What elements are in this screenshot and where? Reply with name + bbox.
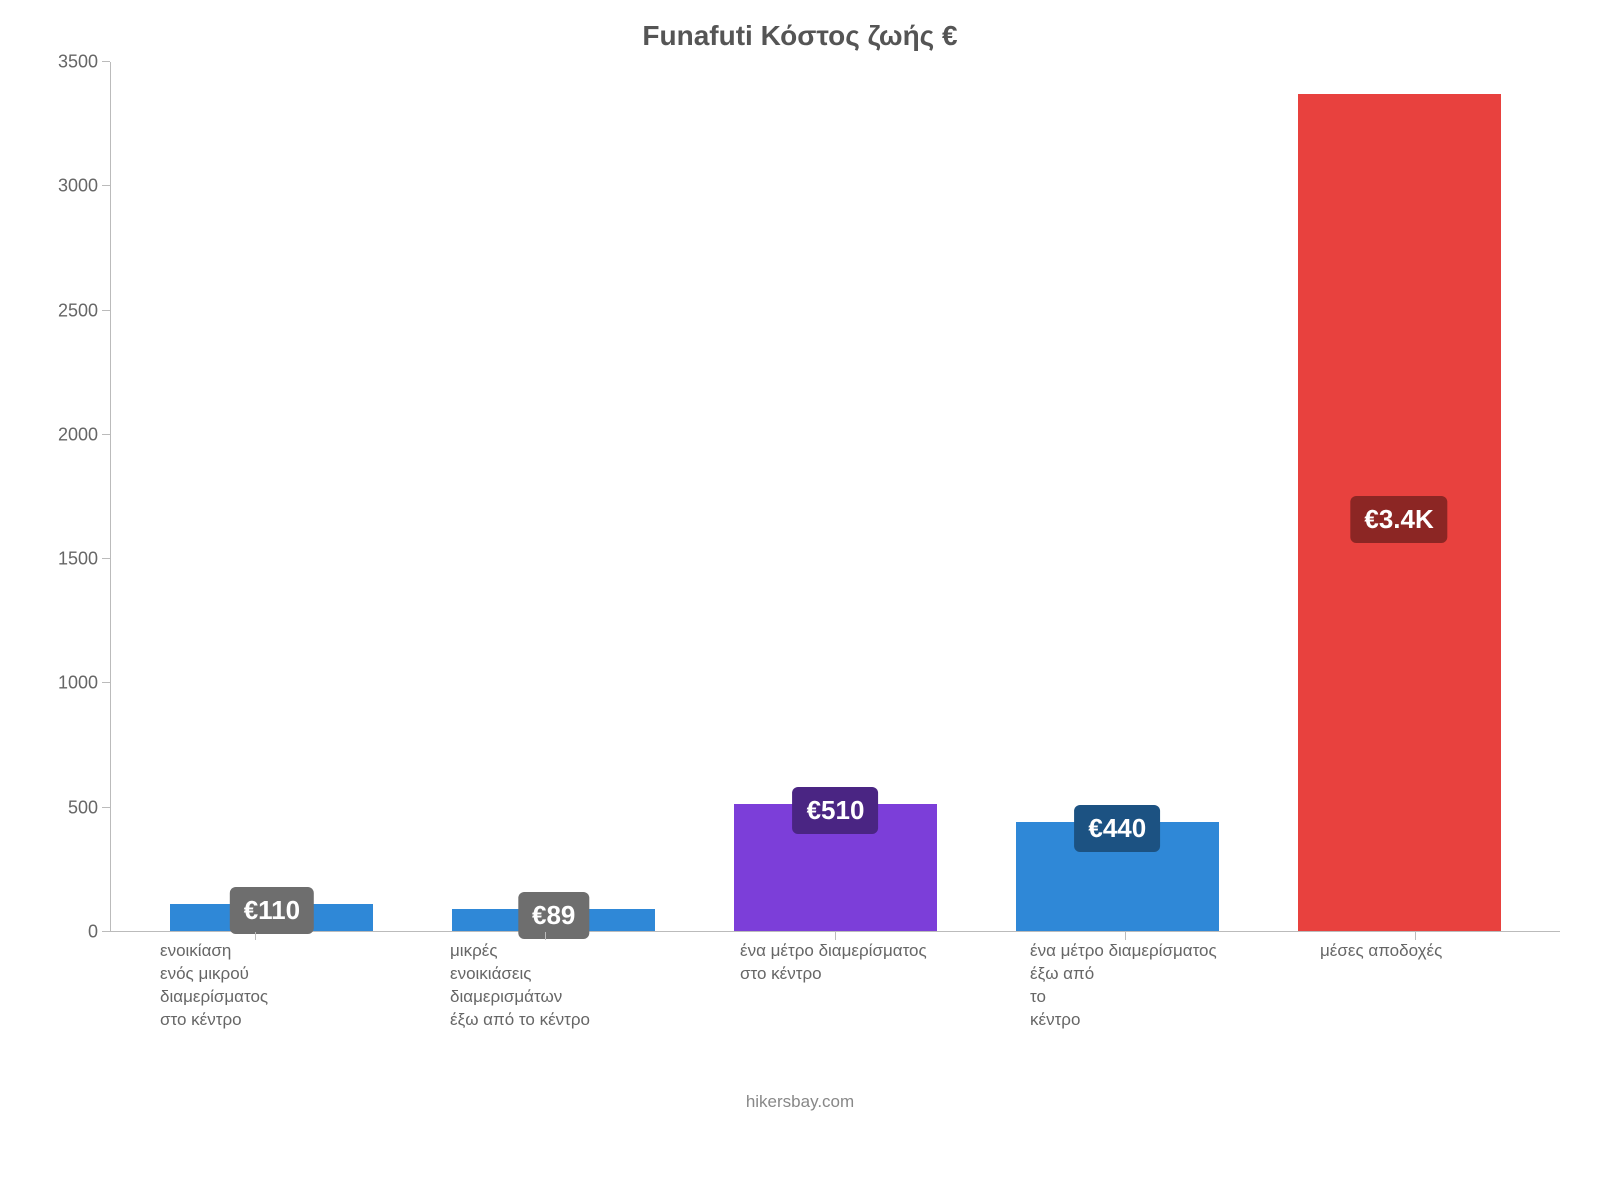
value-badge: €110	[230, 887, 314, 934]
x-tick-column: μικρέςενοικιάσειςδιαμερισμάτωνέξω από το…	[400, 940, 690, 1032]
bar-slot: €440	[976, 62, 1258, 931]
y-tick-mark	[102, 931, 110, 932]
y-tick-mark	[102, 807, 110, 808]
y-tick-label: 3500	[58, 52, 98, 73]
x-tick-column: ενοικίασηενός μικρούδιαμερίσματοςστο κέν…	[110, 940, 400, 1032]
y-tick-label: 500	[68, 797, 98, 818]
y-tick-label: 1500	[58, 549, 98, 570]
y-tick-label: 2000	[58, 424, 98, 445]
y-tick-label: 2500	[58, 300, 98, 321]
x-tick-mark	[1125, 932, 1126, 940]
bar-slot: €510	[695, 62, 977, 931]
x-tick-column: μέσες αποδοχές	[1270, 940, 1560, 1032]
x-tick-mark	[835, 932, 836, 940]
value-badge: €3.4K	[1350, 496, 1447, 543]
y-tick-mark	[102, 310, 110, 311]
y-tick-label: 0	[88, 922, 98, 943]
x-label: ένα μέτρο διαμερίσματοςστο κέντρο	[740, 940, 950, 986]
bar: €3.4K	[1298, 94, 1501, 931]
x-axis-labels: ενοικίασηενός μικρούδιαμερίσματοςστο κέν…	[40, 940, 1560, 1032]
y-tick-mark	[102, 61, 110, 62]
y-tick-mark	[102, 558, 110, 559]
bar-slot: €89	[413, 62, 695, 931]
bar-slot: €3.4K	[1258, 62, 1540, 931]
x-label: μέσες αποδοχές	[1320, 940, 1530, 963]
y-tick-mark	[102, 434, 110, 435]
bar-slot: €110	[131, 62, 413, 931]
x-label: μικρέςενοικιάσειςδιαμερισμάτωνέξω από το…	[450, 940, 660, 1032]
value-badge: €510	[793, 787, 879, 834]
x-tick-column: ένα μέτρο διαμερίσματοςέξω απότοκέντρο	[980, 940, 1270, 1032]
y-tick-mark	[102, 682, 110, 683]
bars-row: €110 €89 €510 €440 €3.4K	[111, 62, 1560, 931]
value-badge: €89	[518, 892, 589, 939]
bar: €440	[1016, 822, 1219, 931]
bar: €510	[734, 804, 937, 931]
x-tick-mark	[1415, 932, 1416, 940]
y-tick-label: 3000	[58, 176, 98, 197]
bar: €110	[170, 904, 373, 931]
credit-text: hikersbay.com	[40, 1092, 1560, 1112]
bar: €89	[452, 909, 655, 931]
plot-container: 0500100015002000250030003500 €110€89€510…	[40, 62, 1560, 932]
chart-container: Funafuti Κόστος ζωής € 0 500 1000 1500 2000 2…	[0, 0, 1600, 1200]
chart-title: Funafuti Κόστος ζωής €	[40, 20, 1560, 52]
x-tick-column: ένα μέτρο διαμερίσματοςστο κέντρο	[690, 940, 980, 1032]
y-tick-mark	[102, 185, 110, 186]
plot-area: €110 €89 €510 €440 €3.4K	[110, 62, 1560, 932]
x-tick-mark	[255, 932, 256, 940]
value-badge: €440	[1074, 805, 1160, 852]
y-tick-label: 1000	[58, 673, 98, 694]
x-tick-mark	[545, 932, 546, 940]
x-label: ένα μέτρο διαμερίσματοςέξω απότοκέντρο	[1030, 940, 1240, 1032]
x-label: ενοικίασηενός μικρούδιαμερίσματοςστο κέν…	[160, 940, 370, 1032]
y-axis: 0500100015002000250030003500	[40, 62, 110, 932]
